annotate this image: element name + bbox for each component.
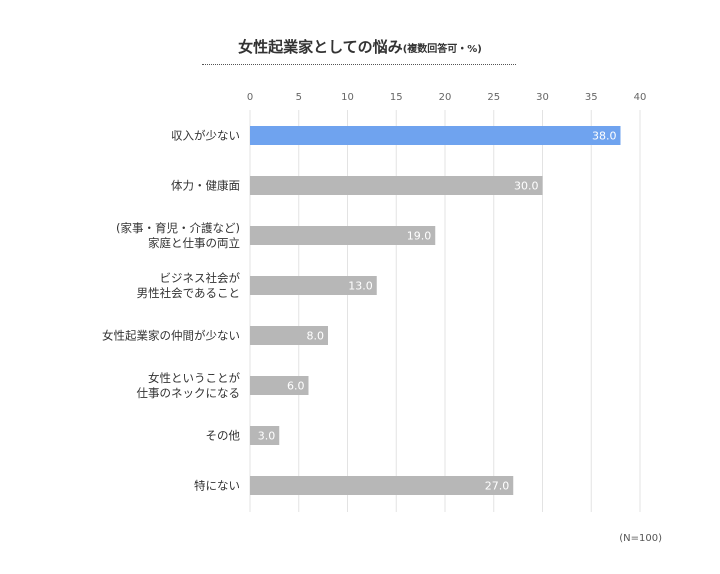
bar	[250, 126, 621, 145]
title-underline	[202, 64, 516, 65]
chart-title: 女性起業家としての悩み(複数回答可・%)	[0, 36, 720, 57]
bar-value-label: 38.0	[592, 130, 617, 143]
bar-value-label: 27.0	[485, 480, 510, 493]
category-label: ビジネス社会が	[160, 271, 241, 285]
bar	[250, 226, 436, 245]
x-tick-label: 0	[247, 92, 253, 103]
category-label: 体力・健康面	[171, 179, 240, 193]
chart-title-main: 女性起業家としての悩み	[238, 38, 403, 56]
bar-value-label: 19.0	[407, 230, 432, 243]
bar-value-label: 13.0	[348, 280, 373, 293]
bar-value-label: 6.0	[287, 380, 305, 393]
chart-title-sub: (複数回答可・%)	[402, 44, 482, 55]
bar	[250, 176, 543, 195]
x-tick-label: 5	[296, 92, 302, 103]
category-label: (家事・育児・介護など)	[116, 221, 240, 235]
x-tick-label: 10	[341, 92, 354, 103]
bar	[250, 326, 328, 345]
category-label: 女性起業家の仲間が少ない	[102, 329, 240, 343]
x-tick-label: 40	[634, 92, 647, 103]
bar-value-label: 3.0	[258, 430, 276, 443]
x-tick-label: 30	[536, 92, 549, 103]
bar	[250, 426, 280, 445]
category-label: 女性ということが	[148, 371, 240, 385]
category-label: 特にない	[194, 479, 240, 493]
bar	[250, 476, 514, 495]
x-tick-label: 20	[439, 92, 452, 103]
category-label: 仕事のネックになる	[137, 386, 241, 400]
bar-value-label: 30.0	[514, 180, 539, 193]
sample-size-note: (N=100)	[619, 533, 662, 544]
x-tick-label: 25	[487, 92, 500, 103]
category-label: 収入が少ない	[171, 129, 240, 143]
category-label: 男性社会であること	[137, 286, 240, 300]
bar-value-label: 8.0	[307, 330, 325, 343]
x-tick-label: 15	[390, 92, 403, 103]
category-label: 家庭と仕事の両立	[148, 236, 240, 250]
category-label: その他	[206, 429, 241, 443]
bar	[250, 376, 309, 395]
x-tick-label: 35	[585, 92, 598, 103]
bar	[250, 276, 377, 295]
